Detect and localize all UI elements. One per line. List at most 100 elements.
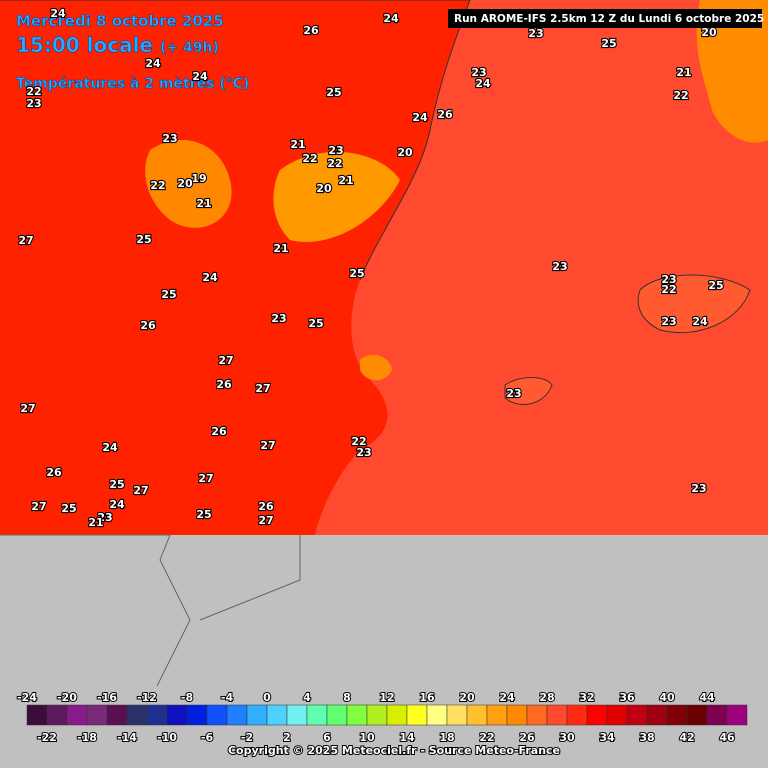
temperature-label: 21 <box>88 516 103 529</box>
temperature-label: 23 <box>328 144 343 157</box>
color-swatch <box>666 704 688 726</box>
temperature-label: 22 <box>673 89 688 102</box>
variable: Températures à 2 mètres (°C) <box>16 76 249 92</box>
color-swatch <box>226 704 248 726</box>
temperature-label: 19 <box>191 172 206 185</box>
color-swatch <box>166 704 188 726</box>
color-swatch <box>86 704 108 726</box>
legend-tick: -22 <box>37 731 57 744</box>
legend-tick: -20 <box>57 691 77 704</box>
legend-tick: 10 <box>359 731 375 744</box>
temperature-label: 27 <box>18 234 33 247</box>
temperature-label: 23 <box>661 273 676 286</box>
temperature-label: 23 <box>528 27 543 40</box>
temperature-label: 20 <box>397 146 413 159</box>
color-swatch <box>246 704 268 726</box>
temperature-label: 22 <box>351 435 366 448</box>
color-swatch <box>346 704 368 726</box>
legend-tick: 40 <box>659 691 675 704</box>
temperature-label: 24 <box>192 70 208 83</box>
temperature-label: 23 <box>506 387 521 400</box>
temperature-label: 26 <box>216 378 232 391</box>
temperature-label: 26 <box>211 425 227 438</box>
color-swatch <box>446 704 468 726</box>
temperature-label: 21 <box>338 174 353 187</box>
temperature-label: 23 <box>271 312 286 325</box>
color-swatch <box>706 704 728 726</box>
color-swatch <box>546 704 568 726</box>
color-swatch <box>266 704 288 726</box>
temperature-label: 26 <box>46 466 62 479</box>
warm-area <box>360 354 392 381</box>
temperature-label: 26 <box>303 24 319 37</box>
warm-area <box>273 151 400 242</box>
color-swatch <box>186 704 208 726</box>
temperature-label: 25 <box>349 267 364 280</box>
legend-tick: 2 <box>283 731 291 744</box>
legend-tick: 44 <box>699 691 715 704</box>
legend-tick: -12 <box>137 691 157 704</box>
temperature-label: 25 <box>708 279 723 292</box>
color-swatch <box>286 704 308 726</box>
temperature-label: 25 <box>61 502 76 515</box>
temperature-label: 27 <box>31 500 46 513</box>
color-swatch <box>586 704 608 726</box>
color-swatch <box>506 704 528 726</box>
temperature-label: 23 <box>552 260 567 273</box>
legend-tick: 22 <box>479 731 494 744</box>
temperature-label: 20 <box>701 26 717 39</box>
color-swatch <box>526 704 548 726</box>
color-swatch <box>386 704 408 726</box>
legend-tick: -24 <box>17 691 37 704</box>
legend-tick: 30 <box>559 731 575 744</box>
temperature-label: 24 <box>109 498 125 511</box>
color-swatch <box>486 704 508 726</box>
temperature-label: 21 <box>676 66 691 79</box>
color-swatch <box>726 704 748 726</box>
temperature-label: 22 <box>26 85 41 98</box>
temperature-label: 27 <box>218 354 233 367</box>
legend-tick: -6 <box>201 731 214 744</box>
date: Mercredi 8 octobre 2025 <box>16 12 224 30</box>
legend-tick: -16 <box>97 691 117 704</box>
temperature-label: 24 <box>202 271 218 284</box>
island <box>504 377 553 405</box>
time: 15:00 locale <box>16 33 153 57</box>
color-swatch <box>206 704 228 726</box>
temperature-label: 27 <box>255 382 270 395</box>
legend-tick: 18 <box>439 731 454 744</box>
legend-tick: 24 <box>499 691 515 704</box>
legend-tick: 28 <box>539 691 554 704</box>
temperature-label: 23 <box>162 132 177 145</box>
color-swatch <box>626 704 648 726</box>
color-swatch <box>26 704 48 726</box>
temperature-label: 25 <box>161 288 176 301</box>
coastline <box>0 0 471 281</box>
color-swatch <box>686 704 708 726</box>
temperature-label: 27 <box>198 472 213 485</box>
legend-tick: 14 <box>399 731 415 744</box>
temperature-label: 25 <box>601 37 616 50</box>
temperature-label: 25 <box>109 478 124 491</box>
temperature-label: 25 <box>136 233 151 246</box>
temperature-label: 20 <box>177 177 193 190</box>
temperature-label: 27 <box>260 439 275 452</box>
legend-tick: 46 <box>719 731 735 744</box>
temperature-label: 24 <box>412 111 428 124</box>
temperature-label: 25 <box>308 317 323 330</box>
temperature-label: 25 <box>196 508 211 521</box>
temperature-label: 24 <box>692 315 708 328</box>
temperature-label: 26 <box>437 108 453 121</box>
color-swatch <box>646 704 668 726</box>
legend-tick: -8 <box>181 691 193 704</box>
warm-sea <box>696 0 768 143</box>
temperature-label: 24 <box>50 7 66 20</box>
legend-area <box>0 686 768 768</box>
legend-tick: -18 <box>77 731 97 744</box>
color-swatch <box>66 704 88 726</box>
temperature-label: 24 <box>383 12 399 25</box>
copyright: Copyright © 2025 Meteociel.fr - Source M… <box>228 744 560 757</box>
land <box>0 0 470 535</box>
legend-tick: 34 <box>599 731 615 744</box>
